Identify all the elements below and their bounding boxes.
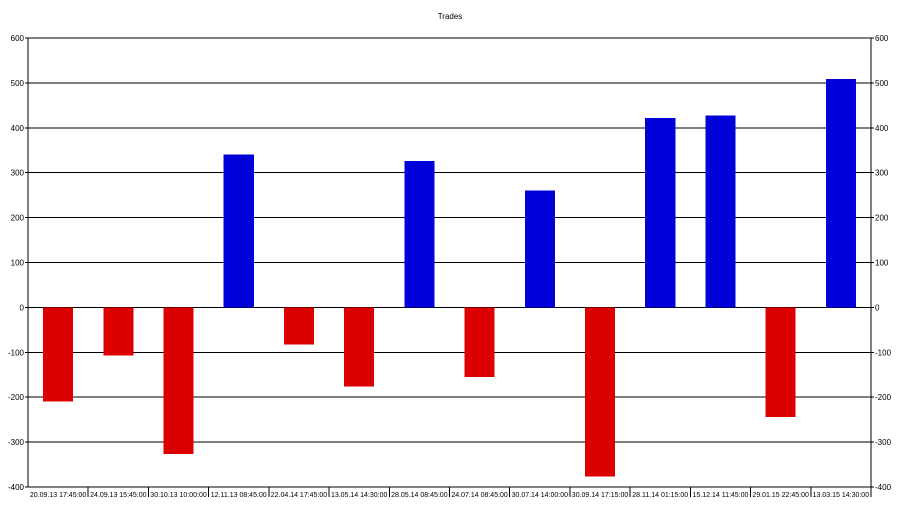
bar-8: [524, 190, 555, 308]
bar-13: [825, 78, 856, 308]
y-tick-right-label: 500: [875, 79, 889, 88]
x-category-label: 28.11.14 01:15:00: [632, 492, 688, 499]
y-tick-right-label: -400: [875, 483, 892, 492]
bar-6: [404, 161, 435, 308]
x-category-label: 22.04.14 17:45:00: [271, 492, 328, 499]
x-category-label: 12.11.13 08:45:00: [211, 492, 267, 499]
y-tick-left-label: 600: [11, 34, 25, 43]
x-category-label: 20.09.13 17:45:00: [30, 492, 87, 499]
y-tick-right-label: -100: [875, 348, 892, 357]
y-tick-left-label: 300: [11, 169, 25, 178]
bars: [43, 78, 856, 477]
x-category-label: 30.09.14 17:15:00: [572, 492, 629, 499]
x-category-label: 13.03.15 14:30:00: [813, 492, 870, 499]
y-tick-left-label: 0: [20, 303, 25, 312]
bar-12: [765, 307, 796, 417]
x-axis-categories: 20.09.13 17:45:00 24.09.13 15:45:00 30.10.…: [30, 487, 872, 499]
x-category-label: 28.05.14 08:45:00: [391, 492, 448, 499]
x-category-label: 29.01.15 22:45:00: [752, 492, 809, 499]
x-category-label: 24.09.13 15:45:00: [90, 492, 147, 499]
y-tick-right-label: 400: [875, 124, 889, 133]
y-tick-right-label: 0: [875, 303, 880, 312]
bar-3: [223, 154, 254, 308]
x-category-label: 24.07.14 08:45:00: [451, 492, 508, 499]
y-tick-right-label: -300: [875, 438, 892, 447]
y-tick-left-label: 400: [11, 124, 25, 133]
bar-10: [645, 117, 676, 308]
y-axis-right-ticks: 600 500 400 300 200 100 0 -100 -200 -300 -400: [875, 34, 892, 492]
y-tick-left-label: -400: [8, 483, 25, 492]
y-tick-right-label: 600: [875, 34, 889, 43]
grid-lines: [25, 37, 874, 488]
y-tick-right-label: 100: [875, 259, 889, 268]
y-tick-left-label: 500: [11, 79, 25, 88]
x-category-label: 13.05.14 14:30:00: [331, 492, 388, 499]
y-tick-left-label: -200: [8, 393, 25, 402]
y-tick-right-label: -200: [875, 393, 892, 402]
chart-title: Trades: [438, 12, 463, 21]
y-tick-right-label: 300: [875, 169, 889, 178]
y-tick-left-label: 100: [11, 259, 25, 268]
y-tick-right-label: 200: [875, 214, 889, 223]
y-tick-left-label: 200: [11, 214, 25, 223]
x-category-label: 15.12.14 11:45:00: [693, 492, 749, 499]
bar-11: [705, 115, 736, 308]
y-tick-left-label: -300: [8, 438, 25, 447]
bar-1: [103, 307, 134, 356]
bar-9: [584, 307, 616, 477]
bar-4: [283, 307, 315, 345]
bar-7: [464, 307, 495, 377]
bar-0: [43, 307, 74, 402]
bar-5: [344, 307, 375, 387]
y-axis-left-ticks: 600 500 400 300 200 100 0 -100 -200 -300 -400: [8, 34, 25, 492]
x-category-label: 30.07.14 14:00:00: [512, 492, 569, 499]
x-category-label: 30.10.13 10:00:00: [150, 492, 207, 499]
y-tick-left-label: -100: [8, 348, 25, 357]
bar-2: [163, 307, 194, 455]
